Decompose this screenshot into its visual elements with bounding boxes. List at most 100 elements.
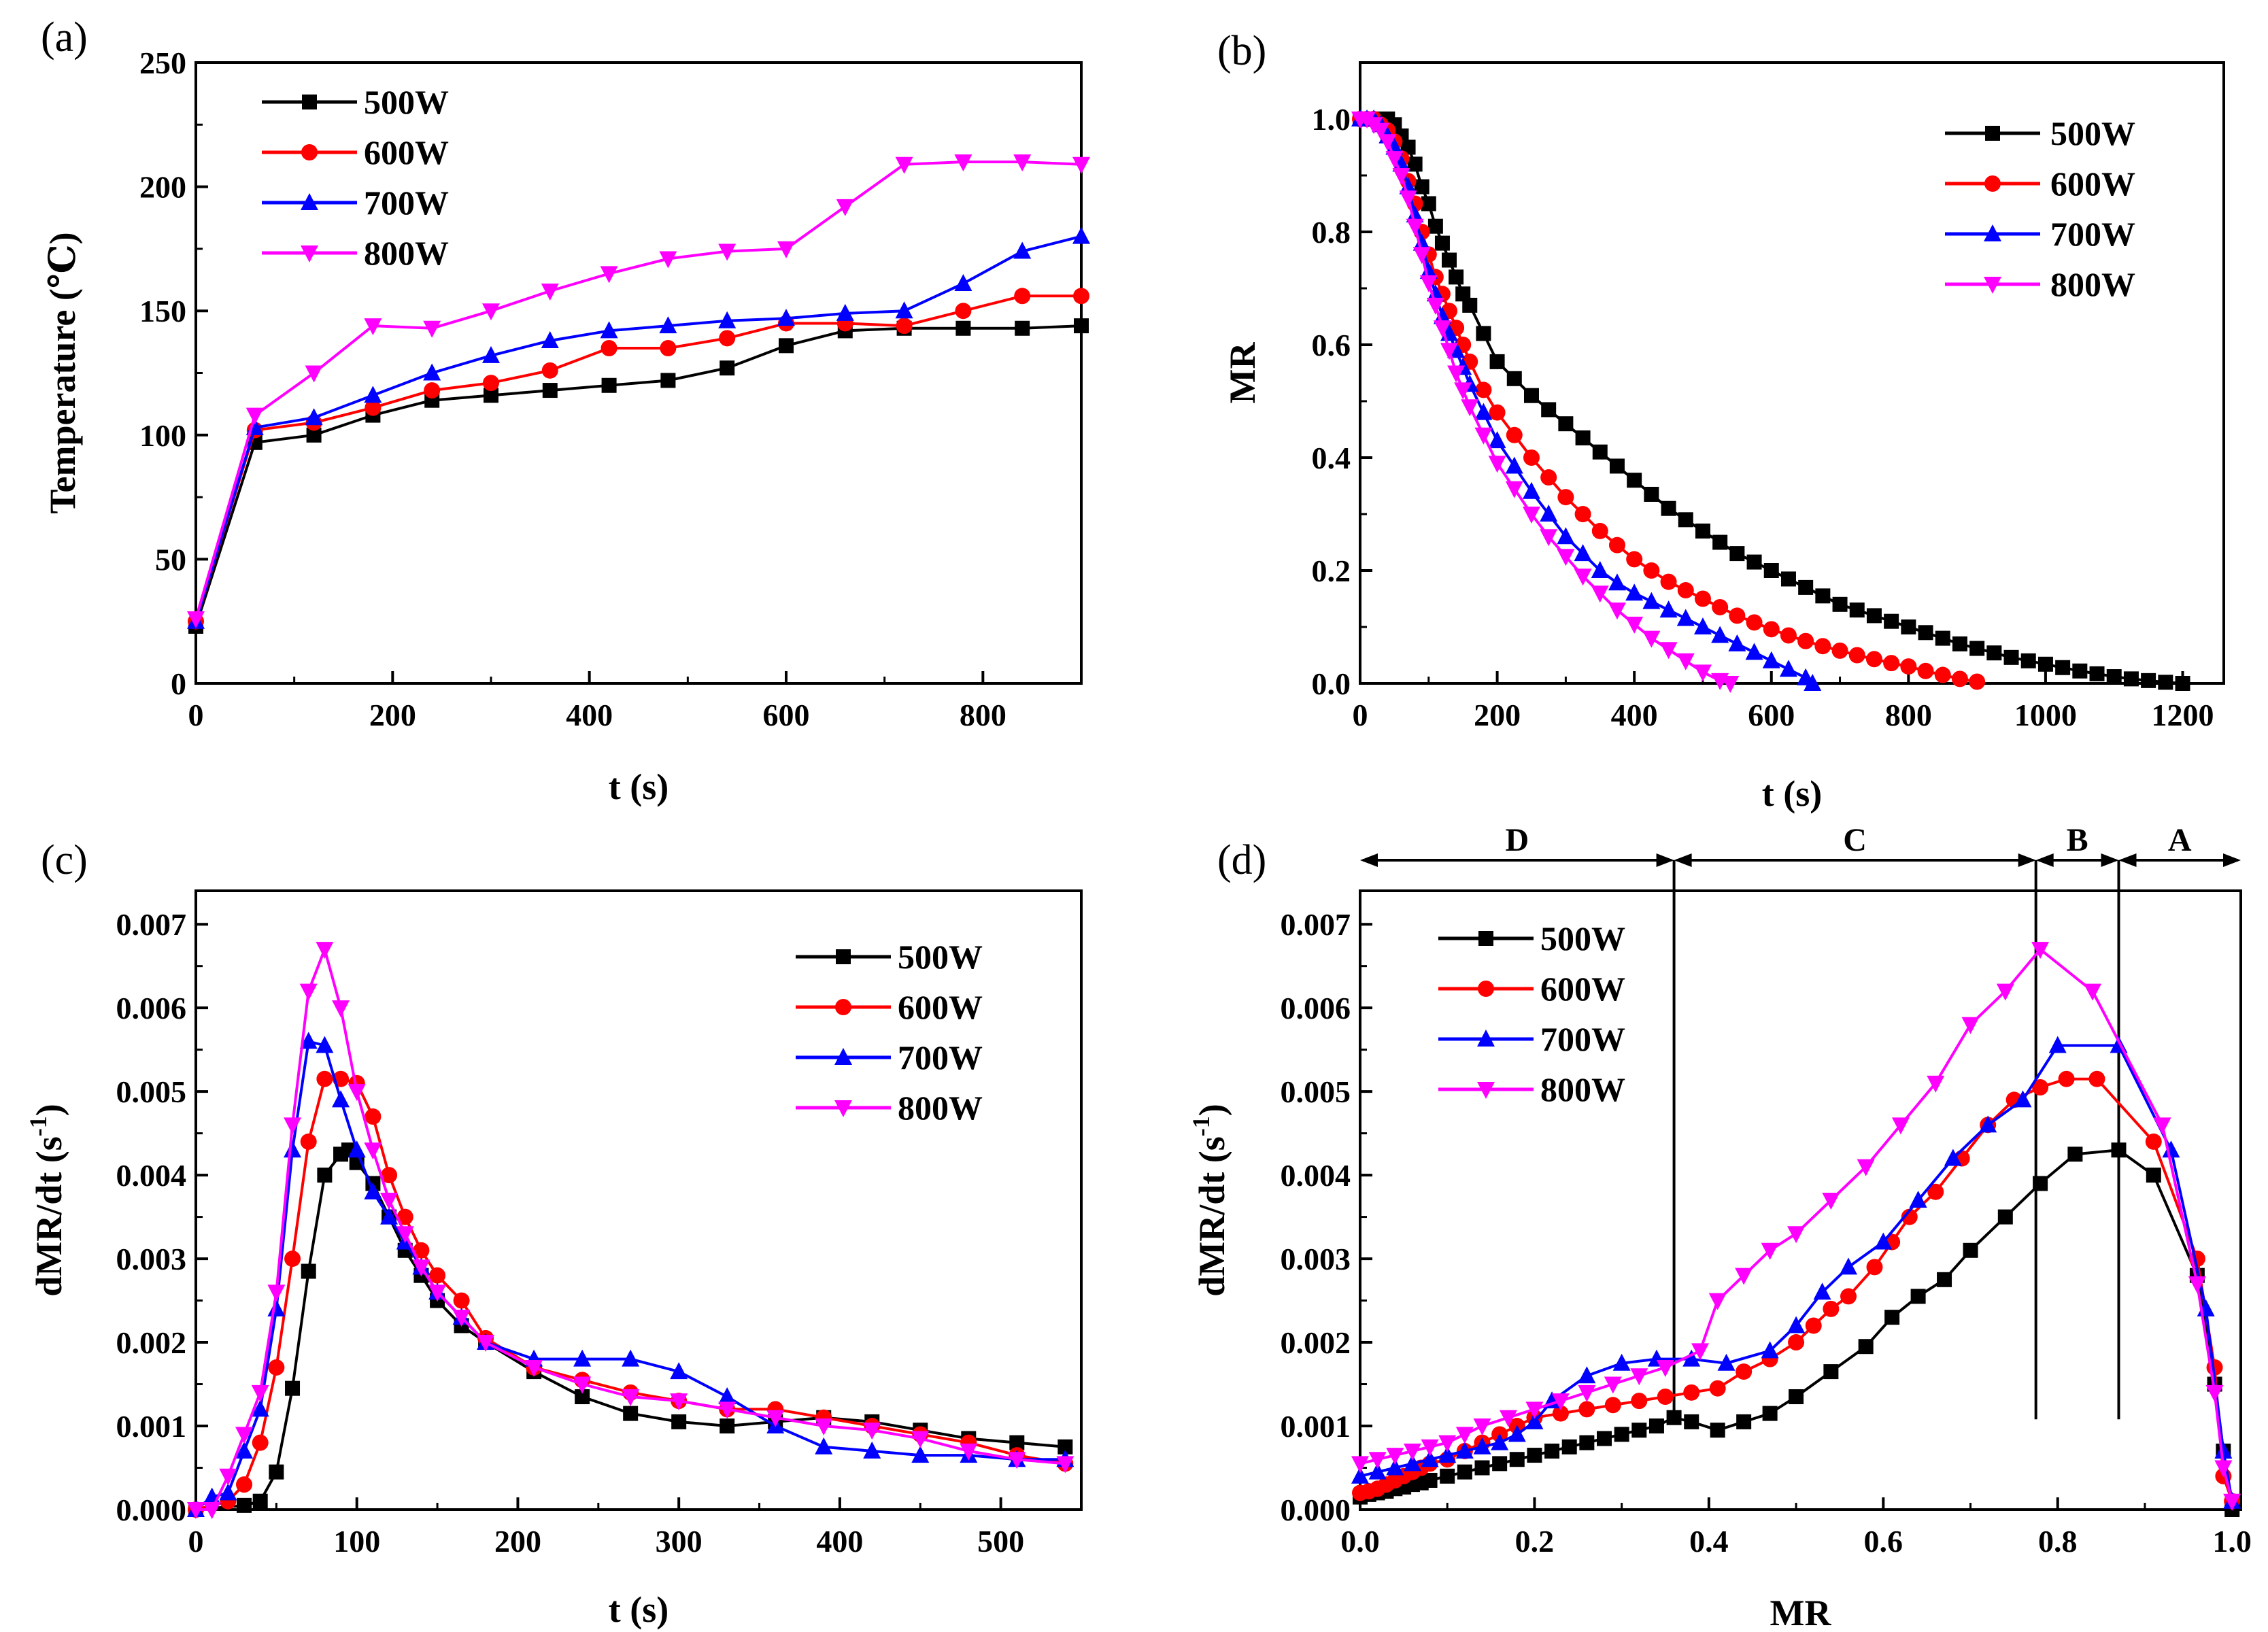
data-point-800W [423, 320, 441, 338]
data-point-500W [1798, 579, 1814, 595]
y-tick-label: 200 [139, 170, 186, 205]
data-point-700W [1368, 1462, 1387, 1480]
data-point-800W [1630, 1368, 1648, 1386]
data-point-500W [2037, 656, 2053, 672]
data-point-700W [364, 1182, 382, 1200]
y-tick-label: 0.003 [116, 1242, 187, 1276]
data-point-600W [1540, 469, 1557, 486]
data-point-500W [2123, 671, 2139, 687]
data-point-500W [1421, 196, 1436, 211]
data-point-700W [219, 1483, 237, 1501]
data-point-800W [670, 1393, 688, 1411]
data-point-800W [477, 1335, 495, 1353]
data-point-800W [1642, 630, 1661, 648]
legend-marker-800W [834, 1100, 852, 1117]
stage-arrowhead-right [2223, 853, 2241, 867]
legend-marker-500W [836, 949, 851, 964]
data-point-800W [766, 1410, 785, 1427]
data-point-700W [622, 1349, 640, 1367]
data-point-500W [1884, 1310, 1900, 1325]
data-point-800W [1351, 1456, 1369, 1474]
x-axis-title: t (s) [1762, 773, 1822, 814]
data-point-500W [1057, 1439, 1073, 1455]
data-point-500W [1763, 563, 1779, 578]
data-point-500W [1832, 596, 1848, 612]
data-point-600W [284, 1251, 301, 1268]
legend-marker-500W [1985, 126, 2000, 141]
data-point-800W [1454, 382, 1472, 400]
y-tick-label: 250 [139, 46, 186, 80]
data-point-800W [1625, 616, 1644, 634]
data-point-600W [1073, 288, 1089, 305]
plot-frame [194, 61, 1083, 685]
data-point-600W [1797, 632, 1814, 649]
data-point-600W [1900, 658, 1917, 675]
data-point-600W [300, 1133, 317, 1150]
data-point-500W [1648, 1418, 1664, 1434]
x-tick-label: 200 [1474, 698, 1521, 732]
data-point-700W [1072, 226, 1090, 244]
data-point-700W [1642, 592, 1661, 609]
data-point-700W [670, 1362, 688, 1380]
data-point-700W [1433, 307, 1451, 324]
data-point-500W [542, 383, 558, 398]
stage-arrowhead-left [2035, 853, 2054, 867]
chart-panel-a: (a) 0 200 400 600 800 0 50 100 150 200 250 t (s) Temp… [41, 14, 1090, 807]
data-point-700W [1909, 1191, 1927, 1208]
x-tick-label: 1000 [2014, 698, 2077, 732]
y-tick-label: 0.002 [1281, 1325, 1351, 1360]
data-point-700W [2214, 1441, 2233, 1459]
data-point-600W [1780, 627, 1797, 644]
data-point-500W [1400, 139, 1416, 155]
legend-marker-600W [1984, 175, 2001, 192]
data-point-700W [895, 301, 913, 319]
stage-label: B [2067, 822, 2088, 858]
data-point-700W [1762, 651, 1780, 668]
data-point-600W [1631, 1393, 1648, 1410]
series-line-500W [1360, 118, 2183, 685]
data-point-700W [1473, 1437, 1491, 1455]
data-point-700W [1787, 1316, 1806, 1333]
data-point-600W [483, 375, 499, 392]
data-point-800W [960, 1443, 978, 1461]
data-point-600W [2088, 1070, 2105, 1087]
data-point-500W [1736, 1414, 1752, 1429]
series-line-800W [1359, 948, 2234, 1502]
data-point-800W [316, 942, 334, 959]
data-point-800W [1406, 218, 1424, 236]
data-point-600W [1736, 1363, 1753, 1380]
legend-label: 800W [2050, 265, 2135, 303]
data-point-800W [2153, 1117, 2171, 1135]
data-point-800W [525, 1359, 543, 1377]
data-point-800W [1473, 1418, 1491, 1436]
data-point-500W [1666, 1410, 1682, 1425]
data-point-800W [412, 1259, 430, 1277]
data-point-500W [720, 1418, 735, 1434]
data-point-800W [718, 243, 737, 261]
y-tick-label: 50 [155, 542, 186, 577]
data-point-600W [365, 1108, 382, 1125]
legend-marker-700W [1984, 224, 2001, 241]
legend-marker-700W [301, 193, 318, 210]
data-point-800W [1426, 297, 1444, 315]
data-point-500W [1631, 1423, 1647, 1438]
data-point-700W [1840, 1257, 1858, 1275]
data-point-500W [1729, 546, 1745, 562]
x-tick-label: 0 [1353, 698, 1368, 732]
series-line-600W [1359, 1077, 2234, 1502]
data-point-600W [1591, 522, 1608, 539]
data-point-500W [1575, 430, 1591, 445]
data-point-500W [2141, 673, 2156, 688]
data-point-500W [1823, 1364, 1839, 1380]
y-tick-label: 0.006 [116, 991, 187, 1025]
data-point-800W [1522, 507, 1540, 524]
x-tick-label: 0.0 [1340, 1524, 1380, 1559]
data-point-600W [1604, 1397, 1621, 1414]
data-point-500W [1506, 371, 1522, 386]
data-point-500W [1858, 1339, 1874, 1355]
legend-label: 600W [364, 133, 449, 171]
data-point-600W [413, 1242, 430, 1259]
data-point-700W [815, 1437, 833, 1455]
legend-label: 500W [2050, 114, 2135, 152]
data-point-800W [1440, 343, 1459, 360]
